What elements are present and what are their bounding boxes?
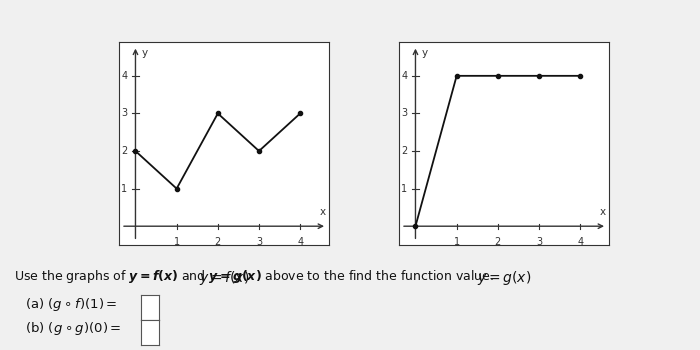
Text: 3: 3 (536, 237, 542, 247)
Text: 4: 4 (577, 237, 583, 247)
Text: $y = f(x)$: $y = f(x)$ (199, 270, 249, 287)
Text: 4: 4 (401, 71, 407, 81)
Text: 4: 4 (121, 71, 127, 81)
Text: $y = g(x)$: $y = g(x)$ (477, 270, 531, 287)
Text: 3: 3 (401, 108, 407, 118)
Text: 2: 2 (121, 146, 127, 156)
Text: 4: 4 (297, 237, 303, 247)
Text: 1: 1 (174, 237, 180, 247)
Text: 3: 3 (256, 237, 262, 247)
Text: 2: 2 (495, 237, 501, 247)
Text: 2: 2 (215, 237, 221, 247)
Text: 2: 2 (401, 146, 407, 156)
Text: (a) $(g \circ f)(1) =$: (a) $(g \circ f)(1) =$ (25, 296, 117, 313)
Text: x: x (320, 207, 326, 217)
Text: y: y (141, 48, 148, 58)
Text: 1: 1 (401, 184, 407, 194)
Text: (b) $(g \circ g)(0) =$: (b) $(g \circ g)(0) =$ (25, 320, 121, 337)
Text: 1: 1 (121, 184, 127, 194)
Text: 3: 3 (121, 108, 127, 118)
Text: y: y (421, 48, 428, 58)
Text: x: x (600, 207, 606, 217)
Text: 1: 1 (454, 237, 460, 247)
Text: Use the graphs of $\boldsymbol{y=f(x)}$ and $\boldsymbol{y=g(x)}$ above to the f: Use the graphs of $\boldsymbol{y=f(x)}$ … (14, 268, 494, 285)
